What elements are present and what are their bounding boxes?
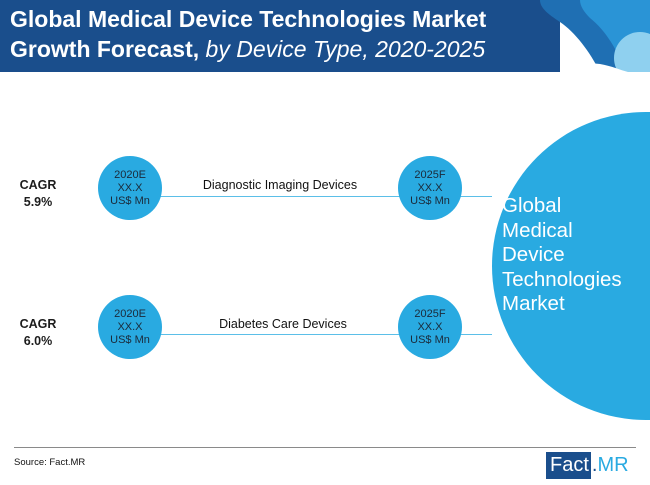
circle-value: XX.X — [417, 181, 443, 194]
cagr-title: CAGR — [19, 178, 57, 192]
logo-mr-text: MR — [597, 454, 629, 476]
market-label-line: Technologies — [502, 267, 622, 291]
start-value-circle: 2020E XX.X US$ Mn — [98, 295, 162, 359]
cagr-label: CAGR 5.9% — [8, 177, 68, 211]
market-label-line: Medical — [502, 218, 573, 242]
header-wave-decoration — [540, 0, 650, 72]
circle-unit: US$ Mn — [410, 333, 450, 346]
cagr-title: CAGR — [19, 317, 57, 331]
factmr-logo: Fact . MR — [546, 452, 629, 479]
end-value-circle: 2025F XX.X US$ Mn — [398, 156, 462, 220]
cagr-value: 5.9% — [23, 195, 53, 209]
market-label-line: Device — [502, 243, 565, 266]
circle-year: 2020E — [114, 307, 146, 320]
source-note: Source: Fact.MR — [14, 457, 86, 468]
logo-dot-text: . — [591, 454, 598, 476]
segment-name: Diagnostic Imaging Devices — [202, 178, 358, 192]
circle-value: XX.X — [117, 320, 143, 333]
title-line-2-bold: Growth Forecast, — [10, 36, 200, 62]
segment-connector-line — [130, 196, 492, 197]
start-value-circle: 2020E XX.X US$ Mn — [98, 156, 162, 220]
circle-year: 2020E — [114, 168, 146, 181]
segment-connector-line — [130, 334, 492, 335]
footer-divider — [14, 447, 636, 448]
title-line-2-italic: by Device Type, 2020-2025 — [199, 36, 486, 62]
header-banner: Global Medical Device Technologies Marke… — [0, 0, 650, 72]
circle-year: 2025F — [414, 307, 446, 320]
logo-fact-text: Fact — [546, 452, 591, 479]
page-title: Global Medical Device Technologies Marke… — [10, 4, 486, 64]
title-line-1: Global Medical Device Technologies Marke… — [10, 6, 487, 32]
cagr-label: CAGR 6.0% — [8, 316, 68, 350]
circle-value: XX.X — [417, 320, 443, 333]
market-label-line: Market — [502, 292, 565, 315]
circle-unit: US$ Mn — [410, 194, 450, 207]
end-value-circle: 2025F XX.X US$ Mn — [398, 295, 462, 359]
circle-unit: US$ Mn — [110, 194, 150, 207]
market-label: Global Medical Device Technologies Marke… — [502, 194, 650, 317]
circle-unit: US$ Mn — [110, 333, 150, 346]
header-band — [0, 0, 560, 72]
circle-year: 2025F — [414, 168, 446, 181]
market-label-line: Global — [502, 194, 562, 217]
cagr-value: 6.0% — [23, 334, 53, 348]
circle-value: XX.X — [117, 181, 143, 194]
segment-name: Diabetes Care Devices — [219, 317, 347, 331]
